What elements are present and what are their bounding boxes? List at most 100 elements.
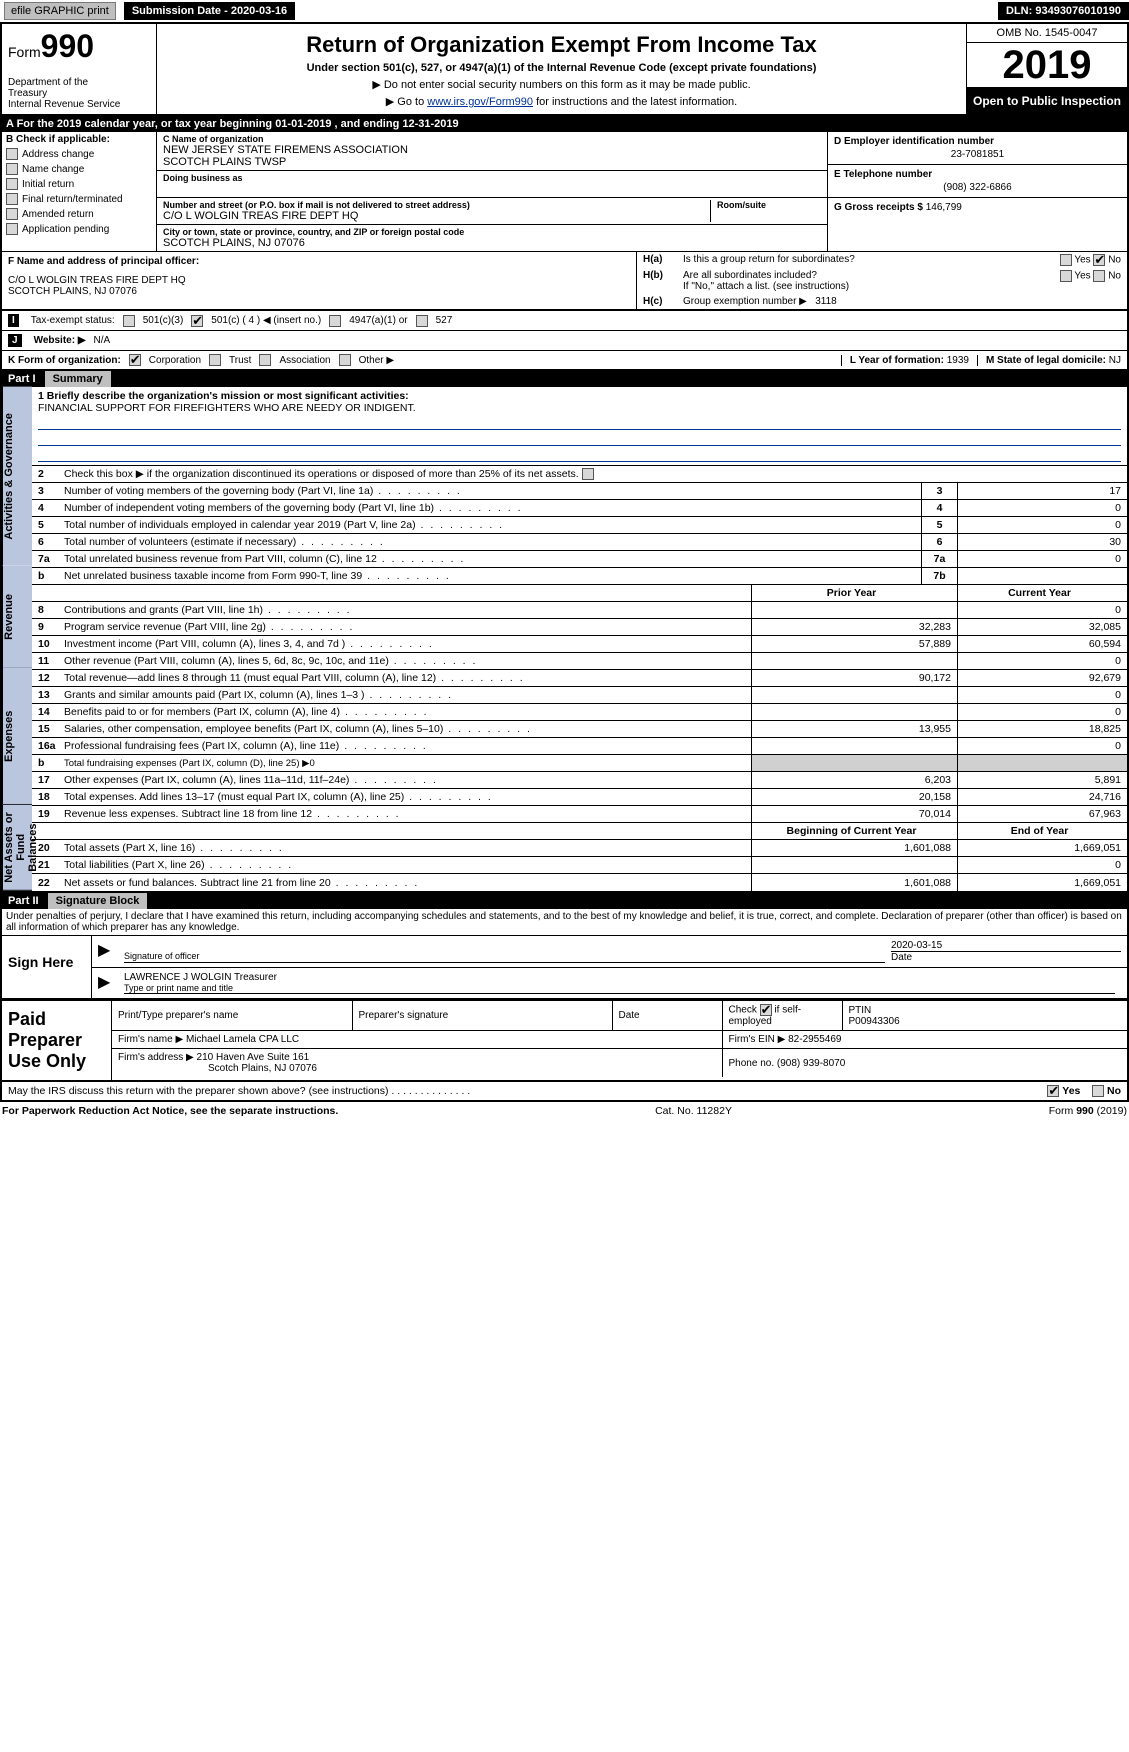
summary-row: 21Total liabilities (Part X, line 26)0 (32, 857, 1127, 874)
checkbox-corp[interactable] (129, 354, 141, 366)
checkbox-hb-yes[interactable] (1060, 270, 1072, 282)
h-c-key: H(c) (643, 296, 683, 307)
checkbox-discuss-no[interactable] (1092, 1085, 1104, 1097)
form-org-label: K Form of organization: (8, 355, 121, 366)
summary-row: bTotal fundraising expenses (Part IX, co… (32, 755, 1127, 772)
preparer-label: Preparer (8, 1030, 105, 1051)
footer-left: For Paperwork Reduction Act Notice, see … (2, 1105, 338, 1117)
org-name-1: NEW JERSEY STATE FIREMENS ASSOCIATION (163, 144, 821, 156)
opt-trust: Trust (229, 355, 251, 366)
checkbox-line2[interactable] (582, 468, 594, 480)
summary-row: 9Program service revenue (Part VIII, lin… (32, 619, 1127, 636)
discuss-no: No (1107, 1085, 1121, 1097)
checkbox-4947[interactable] (329, 315, 341, 327)
irs-link[interactable]: www.irs.gov/Form990 (427, 96, 533, 108)
lbl-amended: Amended return (22, 209, 94, 220)
summary-row: 11Other revenue (Part VIII, column (A), … (32, 653, 1127, 670)
checkbox-trust[interactable] (209, 354, 221, 366)
checkbox-501c[interactable] (191, 315, 203, 327)
city-value: SCOTCH PLAINS, NJ 07076 (163, 237, 821, 249)
lbl-initial-return: Initial return (22, 179, 74, 190)
checkbox-ha-no[interactable] (1093, 254, 1105, 266)
opt-501c: 501(c) ( 4 ) ◀ (insert no.) (211, 315, 321, 326)
use-only-label: Use Only (8, 1051, 105, 1072)
ha-yes-lbl: Yes (1074, 255, 1090, 266)
sig-date-value: 2020-03-15 (891, 940, 1121, 951)
part-i-key: Part I (8, 373, 36, 385)
hb-yes-lbl: Yes (1074, 271, 1090, 282)
firm-addr-label: Firm's address ▶ (118, 1052, 194, 1063)
phone-value: (908) 322-6866 (834, 182, 1121, 193)
dept-line1: Department of the (8, 77, 120, 88)
department-label: Department of the Treasury Internal Reve… (8, 77, 120, 110)
ptin-label: PTIN (849, 1005, 1122, 1016)
key-j: J (8, 334, 22, 347)
checkbox-pending[interactable] (6, 223, 18, 235)
form-note2: ▶ Go to www.irs.gov/Form990 for instruct… (165, 95, 958, 108)
checkbox-address-change[interactable] (6, 148, 18, 160)
summary-row: 4Number of independent voting members of… (32, 500, 1127, 517)
lbl-name-change: Name change (22, 164, 84, 175)
tab-activities-governance: Activities & Governance (2, 387, 32, 566)
arrow-icon-2: ▶ (98, 972, 118, 994)
dba-value (163, 183, 821, 195)
h-b-text: Are all subordinates included? (683, 270, 817, 281)
section-b: B Check if applicable: Address change Na… (2, 132, 157, 251)
checkbox-527[interactable] (416, 315, 428, 327)
firm-name-label: Firm's name ▶ (118, 1034, 183, 1045)
revenue-header-row: Prior Year Current Year (32, 585, 1127, 602)
brief-label: 1 Briefly describe the organization's mi… (38, 390, 409, 402)
part-ii-title: Signature Block (48, 893, 148, 909)
discuss-question: May the IRS discuss this return with the… (8, 1085, 470, 1097)
checkbox-assoc[interactable] (259, 354, 271, 366)
officer-name-caption: Type or print name and title (124, 983, 1115, 993)
lbl-address-change: Address change (22, 149, 94, 160)
checkbox-hb-no[interactable] (1093, 270, 1105, 282)
firm-ein-label: Firm's EIN ▶ (729, 1034, 786, 1045)
tab-net-assets: Net Assets or Fund Balances (2, 805, 32, 891)
sig-officer-caption: Signature of officer (124, 951, 885, 961)
section-b-to-g: B Check if applicable: Address change Na… (0, 132, 1129, 251)
note2-suffix: for instructions and the latest informat… (533, 96, 737, 108)
form-header: Form990 Department of the Treasury Inter… (0, 22, 1129, 116)
firm-addr2: Scotch Plains, NJ 07076 (208, 1063, 317, 1074)
tab-revenue: Revenue (2, 566, 32, 669)
checkbox-discuss-yes[interactable] (1047, 1085, 1059, 1097)
prep-date-hdr: Date (612, 1001, 722, 1031)
part-ii-header: Part II Signature Block (0, 893, 1129, 909)
summary-row: 6Total number of volunteers (estimate if… (32, 534, 1127, 551)
h-b-key: H(b) (643, 270, 683, 292)
footer-mid: Cat. No. 11282Y (338, 1105, 1048, 1117)
checkbox-self-employed[interactable] (760, 1004, 772, 1016)
h-a-text: Is this a group return for subordinates? (683, 254, 1001, 266)
checkbox-initial-return[interactable] (6, 178, 18, 190)
checkbox-name-change[interactable] (6, 163, 18, 175)
note2-prefix: ▶ Go to (386, 96, 427, 108)
checkbox-other[interactable] (339, 354, 351, 366)
summary-row: 19Revenue less expenses. Subtract line 1… (32, 806, 1127, 823)
section-c: C Name of organization NEW JERSEY STATE … (157, 132, 827, 251)
penalty-text: Under penalties of perjury, I declare th… (2, 909, 1127, 936)
efile-button[interactable]: efile GRAPHIC print (4, 2, 116, 20)
sign-here-label: Sign Here (2, 936, 92, 998)
summary-row: 12Total revenue—add lines 8 through 11 (… (32, 670, 1127, 687)
form-subtitle: Under section 501(c), 527, or 4947(a)(1)… (165, 62, 958, 74)
omb-number: OMB No. 1545-0047 (967, 24, 1127, 43)
addr-label: Number and street (or P.O. box if mail i… (163, 200, 704, 210)
checkbox-amended[interactable] (6, 208, 18, 220)
addr-value: C/O L WOLGIN TREAS FIRE DEPT HQ (163, 210, 704, 222)
checkbox-501c3[interactable] (123, 315, 135, 327)
summary-row: 5Total number of individuals employed in… (32, 517, 1127, 534)
prep-name-hdr: Print/Type preparer's name (112, 1001, 352, 1031)
checkbox-ha-yes[interactable] (1060, 254, 1072, 266)
part-i-title: Summary (45, 371, 111, 387)
dln-label: DLN: 93493076010190 (998, 2, 1129, 20)
tax-exempt-label: Tax-exempt status: (31, 315, 115, 326)
current-year-header: Current Year (957, 585, 1127, 601)
checkbox-final-return[interactable] (6, 193, 18, 205)
form-prefix: Form (8, 44, 41, 60)
officer-addr1: C/O L WOLGIN TREAS FIRE DEPT HQ (8, 275, 630, 286)
paid-preparer-block: Paid Preparer Use Only Print/Type prepar… (0, 1000, 1129, 1082)
summary-row: 10Investment income (Part VIII, column (… (32, 636, 1127, 653)
officer-addr2: SCOTCH PLAINS, NJ 07076 (8, 286, 630, 297)
